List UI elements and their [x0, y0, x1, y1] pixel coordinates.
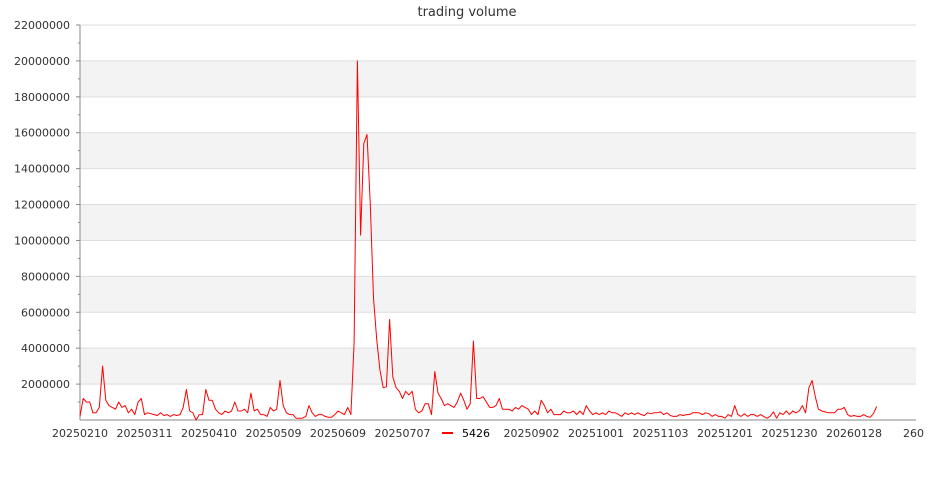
x-tick-label: 20251001 — [568, 427, 624, 440]
grid-band — [80, 204, 916, 241]
grid-band — [80, 168, 916, 205]
y-axis: 2000000 4000000 6000000 8000000 10000000 1200… — [14, 19, 81, 420]
x-tick-label: 20250509 — [246, 427, 302, 440]
x-tick-label: 20250902 — [504, 427, 560, 440]
series-line-5426 — [79, 60, 878, 421]
y-tick-label: 4000000 — [21, 342, 70, 355]
y-tick-label: 16000000 — [14, 127, 70, 140]
grid-band — [80, 240, 916, 277]
y-tick-label: 8000000 — [21, 270, 70, 283]
chart-title: trading volume — [417, 5, 516, 20]
y-tick-label: 14000000 — [14, 163, 70, 176]
grid-band — [80, 348, 916, 385]
grid-band — [80, 312, 916, 349]
grid-band — [80, 25, 916, 61]
grid-bands — [80, 25, 916, 420]
x-axis: 20250210 20250311 20250410 20250509 20250609… — [52, 419, 924, 440]
series-layer — [79, 60, 878, 421]
x-tick-label: 20250410 — [181, 427, 237, 440]
y-tick-label: 22000000 — [14, 19, 70, 32]
y-tick-label: 12000000 — [14, 199, 70, 212]
y-tick-label: 10000000 — [14, 234, 70, 247]
x-tick-label: 20250609 — [310, 427, 366, 440]
grid-band — [80, 60, 916, 97]
y-tick-label: 20000000 — [14, 55, 70, 68]
x-tick-label: 260 — [903, 427, 924, 440]
x-tick-label: 20251230 — [762, 427, 818, 440]
legend-label: 5426 — [462, 427, 490, 440]
grid-band — [80, 96, 916, 133]
gridlines — [80, 24, 916, 385]
x-tick-label: 20251201 — [697, 427, 753, 440]
x-tick-label: 20250707 — [375, 427, 431, 440]
x-tick-label: 20251103 — [633, 427, 689, 440]
legend-swatch — [442, 432, 453, 434]
grid-band — [80, 276, 916, 313]
x-tick-label: 20250311 — [117, 427, 173, 440]
y-tick-label: 6000000 — [21, 306, 70, 319]
y-tick-label: 18000000 — [14, 91, 70, 104]
y-tick-label: 2000000 — [21, 378, 70, 391]
x-tick-label: 20260128 — [826, 427, 882, 440]
legend[interactable]: 5426 — [442, 427, 490, 440]
grid-band — [80, 132, 916, 169]
x-tick-label: 20250210 — [52, 427, 108, 440]
